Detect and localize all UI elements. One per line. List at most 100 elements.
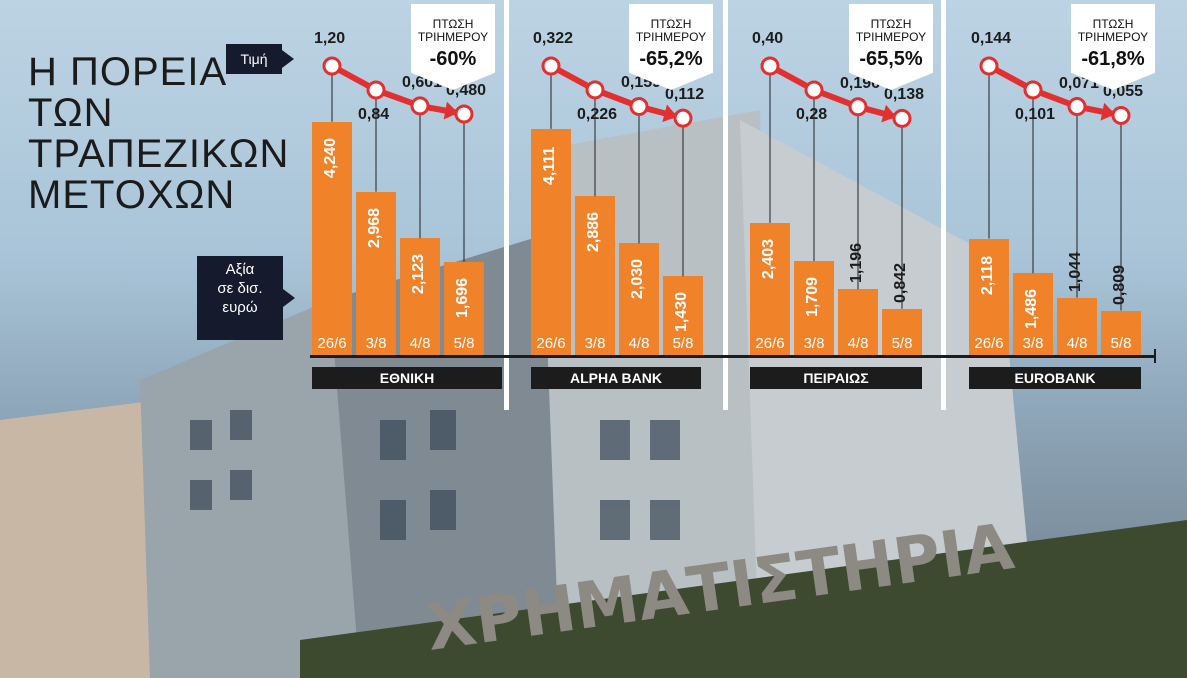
value-bar [531,128,571,355]
date-label: 4/8 [409,335,431,352]
price-line [330,63,465,117]
value-legend-line: σε δισ. [217,280,263,297]
title-line: Η ΠΟΡΕΙΑ [28,50,228,94]
drop-title: ΠΤΩΣΗ ΤΡΙΗΜΕΡΟΥ [1071,18,1155,44]
price-point [804,80,824,100]
date-label: 4/8 [628,335,650,352]
drop-title-line: ΤΡΙΗΜΕΡΟΥ [1077,30,1149,44]
value-bar [1057,297,1097,355]
value-bar [575,196,615,355]
price-point [410,96,430,116]
date-label: 26/6 [536,335,566,352]
date-label: 4/8 [847,335,869,352]
price-arrow-head [1100,102,1116,121]
date-label: 5/8 [453,335,475,352]
price-label: 0,84 [358,106,390,123]
drop-badge: ΠΤΩΣΗ ΤΡΙΗΜΕΡΟΥ -65,5% [849,4,933,90]
price-line [768,63,903,122]
panel-divider [941,0,946,410]
bank-label: ALPHA BANK [531,367,701,389]
title-line: ΤΡΑΠΕΖΙΚΩΝ [28,132,290,176]
price-point [848,97,868,117]
drop-title-line: ΠΤΩΣΗ [870,17,912,31]
drop-title: ΠΤΩΣΗ ΤΡΙΗΜΕΡΟΥ [629,18,713,44]
date-label: 5/8 [672,335,694,352]
drop-title-line: ΤΡΙΗΜΕΡΟΥ [417,30,489,44]
price-point [322,56,342,76]
drop-percent: -65,5% [859,48,923,70]
price-label: 1,20 [314,30,346,47]
date-label: 26/6 [974,335,1004,352]
price-label: 0,28 [796,106,828,123]
price-point [892,108,912,128]
price-point [585,80,605,100]
panel-divider [723,0,728,410]
price-label: 0,40 [752,30,784,47]
price-line [549,63,684,122]
price-point [629,96,649,116]
drop-badge: ΠΤΩΣΗ ΤΡΙΗΜΕΡΟΥ -61,8% [1071,4,1155,90]
price-label: 0,138 [884,86,925,104]
chart-title: Η ΠΟΡΕΙΑ ΤΩΝ ΤΡΑΠΕΖΙΚΩΝ ΜΕΤΟΧΩΝ [28,52,289,216]
price-point [454,104,474,124]
value-bar [312,121,352,355]
value-bar [356,191,396,355]
price-point [979,56,999,76]
date-label: 3/8 [584,335,606,352]
price-point [673,108,693,128]
price-point [1023,80,1043,100]
drop-percent: -65,2% [639,48,703,70]
date-label: 3/8 [365,335,387,352]
value-bar [794,261,834,355]
price-arrow-head [881,104,897,123]
price-point [1067,97,1087,117]
bank-label: ΕΘΝΙΚΗ [312,367,502,389]
price-point [760,56,780,76]
value-bar [663,276,703,355]
drop-badge: ΠΤΩΣΗ ΤΡΙΗΜΕΡΟΥ -60% [411,4,495,90]
value-bar [619,243,659,355]
price-point [1111,105,1131,125]
drop-title-line: ΤΡΙΗΜΕΡΟΥ [635,30,707,44]
bank-label: EUROBANK [969,367,1141,389]
price-label: 0,322 [533,30,574,47]
drop-percent: -61,8% [1081,48,1145,70]
value-legend-callout: Αξία σε δισ. ευρώ [197,256,295,340]
price-label: 0,101 [1015,105,1056,123]
value-bar [1101,310,1141,355]
date-label: 3/8 [1022,335,1044,352]
title-line: ΤΩΝ [28,91,114,135]
value-legend-line: ευρώ [222,299,258,316]
date-label: 26/6 [317,335,347,352]
drop-title-line: ΤΡΙΗΜΕΡΟΥ [855,30,927,44]
value-bar [838,289,878,355]
price-arrow-head [443,101,459,120]
value-bar [444,261,484,355]
drop-badge: ΠΤΩΣΗ ΤΡΙΗΜΕΡΟΥ -65,2% [629,4,713,90]
date-label: 26/6 [755,335,785,352]
drop-title-line: ΠΤΩΣΗ [650,17,692,31]
price-line [987,63,1122,119]
price-legend-callout: Τιμή [226,44,294,74]
drop-title-line: ΠΤΩΣΗ [432,17,474,31]
value-bar [750,222,790,355]
date-label: 5/8 [1110,335,1132,352]
date-label: 5/8 [891,335,913,352]
bank-label: ΠΕΙΡΑΙΩΣ [750,367,922,389]
drop-title: ΠΤΩΣΗ ΤΡΙΗΜΕΡΟΥ [411,18,495,44]
value-bar [400,238,440,355]
value-bar [969,238,1009,355]
price-label: 0,144 [971,30,1012,47]
value-bar [1013,273,1053,355]
price-label: 0,112 [665,86,705,104]
drop-percent: -60% [429,48,477,70]
value-bar [882,308,922,355]
title-line: ΜΕΤΟΧΩΝ [28,173,236,217]
date-label: 3/8 [803,335,825,352]
price-arrow-head [662,104,678,123]
price-point [541,56,561,76]
price-point [366,80,386,100]
drop-title-line: ΠΤΩΣΗ [1092,17,1134,31]
